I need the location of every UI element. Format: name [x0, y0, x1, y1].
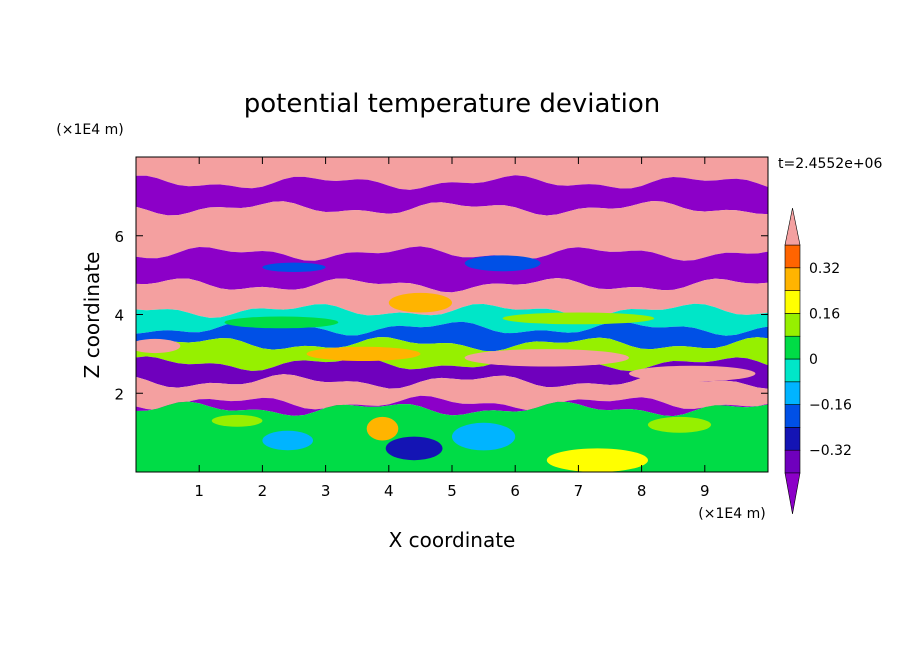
contour-band [136, 303, 768, 336]
x-axis-label: X coordinate [389, 528, 516, 552]
colorbar-bin [784, 290, 801, 314]
colorbar-bin [784, 313, 801, 337]
contour-band [136, 201, 768, 261]
colorbar-label: 0 [809, 352, 818, 368]
contour-blob [647, 416, 712, 433]
contour-band [136, 157, 768, 190]
colorbar: 0.32 0.16 0 −0.16 −0.32 [784, 207, 852, 515]
contour-blob [452, 422, 516, 451]
colorbar-bin [784, 358, 801, 383]
x-tick-label: 3 [321, 482, 331, 500]
contour-band [136, 175, 768, 216]
contour-band [136, 278, 768, 318]
colorbar-extend-max [784, 207, 801, 246]
colorbar-bin [784, 267, 801, 291]
contour-blob [224, 316, 339, 329]
contour-band [136, 374, 768, 411]
y-tick-label: 2 [114, 385, 124, 403]
x-tick-label: 2 [258, 482, 268, 500]
colorbar-label: 0.32 [809, 261, 840, 277]
x-tick-label: 9 [700, 482, 710, 500]
y-tick-label: 4 [114, 307, 124, 325]
y-axis: 2 4 6 [114, 228, 768, 403]
y-tick-label: 6 [114, 228, 124, 246]
contour-blob [211, 414, 263, 427]
x-axis: 1 2 3 4 5 6 7 8 9 [194, 157, 710, 500]
colorbar-bin [784, 427, 801, 451]
contour-blob [546, 448, 648, 472]
colorbar-extend-min [784, 472, 801, 515]
contour-blob [366, 416, 399, 441]
colorbar-label: −0.32 [809, 443, 852, 459]
contour-band [136, 395, 768, 417]
colorbar-bin [784, 335, 801, 360]
colorbar-bin [784, 244, 801, 269]
contour-band [136, 356, 768, 389]
y-axis-label: Z coordinate [80, 252, 104, 379]
x-tick-label: 4 [384, 482, 394, 500]
x-tick-label: 7 [574, 482, 584, 500]
plot-area [136, 157, 768, 472]
contour-band [136, 246, 768, 293]
contour-blob [502, 312, 655, 325]
colorbar-label: 0.16 [809, 306, 840, 322]
contour-blob [388, 292, 452, 313]
x-unit-label: (×1E4 m) [698, 506, 765, 522]
contour-blob [464, 349, 629, 367]
x-tick-label: 5 [447, 482, 457, 500]
x-tick-label: 8 [637, 482, 647, 500]
contour-blob [306, 346, 421, 361]
colorbar-bin [784, 381, 801, 405]
x-tick-label: 1 [194, 482, 204, 500]
contour-band [136, 321, 768, 352]
y-unit-label: (×1E4 m) [56, 122, 123, 138]
chart-title: potential temperature deviation [244, 89, 660, 119]
contour-blob [629, 365, 756, 382]
time-label: t=2.4552e+06 [778, 156, 882, 172]
contour-blob [262, 262, 326, 272]
colorbar-bin [784, 449, 801, 474]
colorbar-bin [784, 404, 801, 428]
x-tick-label: 6 [510, 482, 520, 500]
contour-blob [262, 430, 314, 451]
contour-blob [385, 436, 443, 461]
contour-blob [464, 255, 541, 272]
contour-blob [136, 338, 181, 354]
colorbar-label: −0.16 [809, 398, 852, 414]
